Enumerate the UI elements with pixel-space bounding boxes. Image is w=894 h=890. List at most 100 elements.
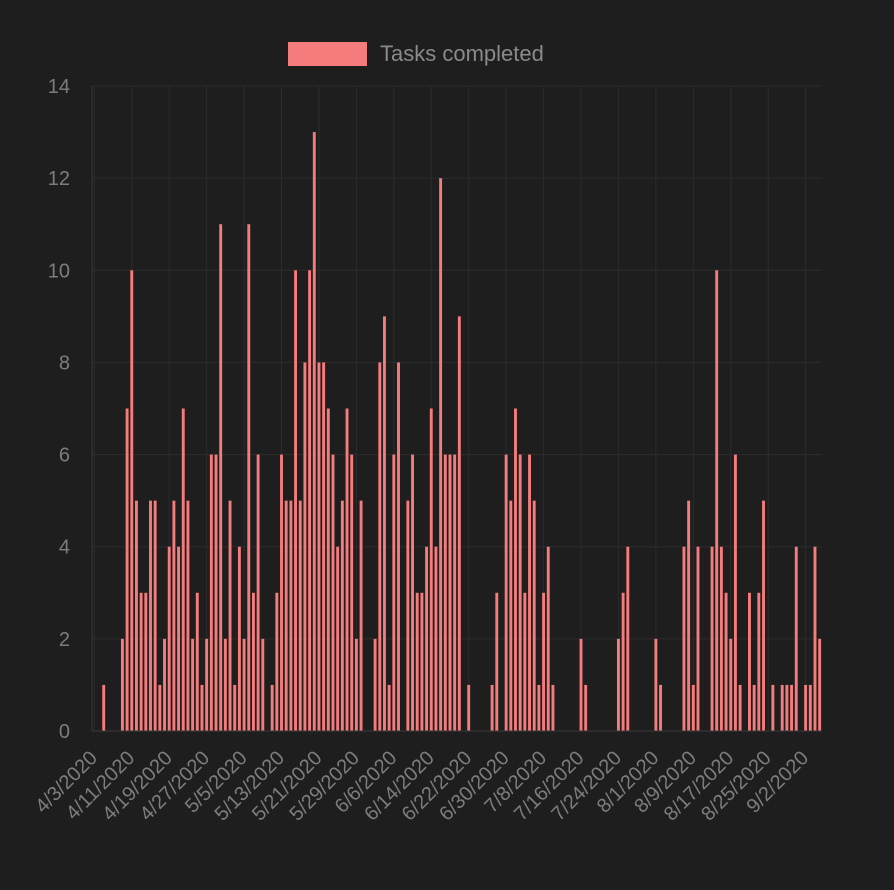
bar[interactable] bbox=[294, 270, 298, 731]
bar[interactable] bbox=[532, 500, 536, 731]
bar[interactable] bbox=[551, 684, 555, 731]
bar[interactable] bbox=[621, 592, 625, 731]
bar[interactable] bbox=[509, 500, 513, 731]
bar[interactable] bbox=[125, 408, 129, 732]
bar[interactable] bbox=[733, 454, 737, 731]
bar[interactable] bbox=[490, 684, 494, 731]
bar[interactable] bbox=[715, 270, 719, 731]
bar[interactable] bbox=[289, 500, 293, 731]
bar[interactable] bbox=[172, 500, 176, 731]
bar[interactable] bbox=[233, 684, 237, 731]
bar[interactable] bbox=[771, 684, 775, 731]
bar[interactable] bbox=[130, 270, 134, 731]
bar[interactable] bbox=[542, 592, 546, 731]
bar[interactable] bbox=[223, 638, 227, 731]
bar[interactable] bbox=[359, 500, 363, 731]
bar[interactable] bbox=[415, 592, 419, 731]
bar[interactable] bbox=[453, 454, 457, 731]
bar[interactable] bbox=[275, 592, 279, 731]
legend-label[interactable]: Tasks completed bbox=[380, 41, 544, 66]
bar[interactable] bbox=[626, 546, 630, 731]
bar[interactable] bbox=[177, 546, 181, 731]
bar[interactable] bbox=[748, 592, 751, 731]
bar[interactable] bbox=[687, 500, 691, 731]
bar[interactable] bbox=[251, 592, 255, 731]
bar[interactable] bbox=[420, 592, 424, 731]
bar[interactable] bbox=[326, 408, 330, 732]
bar[interactable] bbox=[467, 684, 471, 731]
bar[interactable] bbox=[584, 684, 588, 731]
bar[interactable] bbox=[322, 362, 326, 731]
bar[interactable] bbox=[242, 638, 246, 731]
bar[interactable] bbox=[308, 270, 312, 731]
bar[interactable] bbox=[682, 546, 686, 731]
bar[interactable] bbox=[200, 684, 204, 731]
bar[interactable] bbox=[373, 638, 377, 731]
bar[interactable] bbox=[818, 638, 822, 731]
bar[interactable] bbox=[691, 684, 695, 731]
bar[interactable] bbox=[425, 546, 429, 731]
bar[interactable] bbox=[719, 546, 723, 731]
legend-swatch[interactable] bbox=[288, 42, 367, 66]
bar[interactable] bbox=[696, 546, 700, 731]
bar[interactable] bbox=[205, 638, 209, 731]
bar[interactable] bbox=[280, 454, 283, 731]
bar[interactable] bbox=[790, 684, 794, 731]
bar[interactable] bbox=[813, 546, 817, 731]
bar[interactable] bbox=[729, 638, 733, 731]
bar[interactable] bbox=[139, 592, 143, 731]
bar[interactable] bbox=[785, 684, 789, 731]
bar[interactable] bbox=[724, 592, 728, 731]
bar[interactable] bbox=[794, 546, 798, 731]
bar[interactable] bbox=[354, 638, 358, 731]
bar[interactable] bbox=[135, 500, 138, 731]
bar[interactable] bbox=[317, 362, 321, 731]
bar[interactable] bbox=[331, 454, 335, 731]
bar[interactable] bbox=[495, 592, 499, 731]
bar[interactable] bbox=[270, 684, 274, 731]
bar[interactable] bbox=[434, 546, 438, 731]
bar[interactable] bbox=[406, 500, 410, 731]
bar[interactable] bbox=[214, 454, 218, 731]
bar[interactable] bbox=[439, 178, 443, 731]
bar[interactable] bbox=[191, 638, 195, 731]
bar[interactable] bbox=[312, 132, 316, 731]
bar[interactable] bbox=[209, 454, 213, 731]
bar[interactable] bbox=[504, 454, 508, 731]
legend[interactable]: Tasks completed bbox=[288, 41, 544, 66]
bar[interactable] bbox=[397, 362, 400, 731]
bar[interactable] bbox=[738, 684, 742, 731]
bar[interactable] bbox=[780, 684, 784, 731]
bar[interactable] bbox=[149, 500, 152, 731]
bar[interactable] bbox=[546, 546, 550, 731]
bar[interactable] bbox=[448, 454, 452, 731]
bar[interactable] bbox=[616, 638, 620, 731]
bar[interactable] bbox=[752, 684, 756, 731]
bar[interactable] bbox=[350, 454, 354, 731]
bar[interactable] bbox=[528, 454, 531, 731]
bar[interactable] bbox=[284, 500, 288, 731]
bar[interactable] bbox=[228, 500, 232, 731]
bar[interactable] bbox=[514, 408, 517, 732]
bar[interactable] bbox=[340, 500, 344, 731]
bar[interactable] bbox=[158, 684, 162, 731]
bar[interactable] bbox=[195, 592, 199, 731]
bar[interactable] bbox=[429, 408, 433, 732]
bar[interactable] bbox=[336, 546, 340, 731]
bar[interactable] bbox=[762, 500, 765, 731]
bar[interactable] bbox=[303, 362, 307, 731]
bar[interactable] bbox=[219, 224, 223, 731]
bar[interactable] bbox=[345, 408, 349, 732]
bar[interactable] bbox=[163, 638, 166, 731]
bar[interactable] bbox=[383, 316, 386, 731]
bar[interactable] bbox=[411, 454, 414, 731]
bar[interactable] bbox=[804, 684, 808, 731]
bar[interactable] bbox=[298, 500, 302, 731]
bar[interactable] bbox=[808, 684, 812, 731]
bar[interactable] bbox=[237, 546, 241, 731]
bar[interactable] bbox=[392, 454, 396, 731]
bar[interactable] bbox=[443, 454, 447, 731]
bar[interactable] bbox=[537, 684, 541, 731]
bar[interactable] bbox=[757, 592, 761, 731]
bar[interactable] bbox=[247, 224, 251, 731]
